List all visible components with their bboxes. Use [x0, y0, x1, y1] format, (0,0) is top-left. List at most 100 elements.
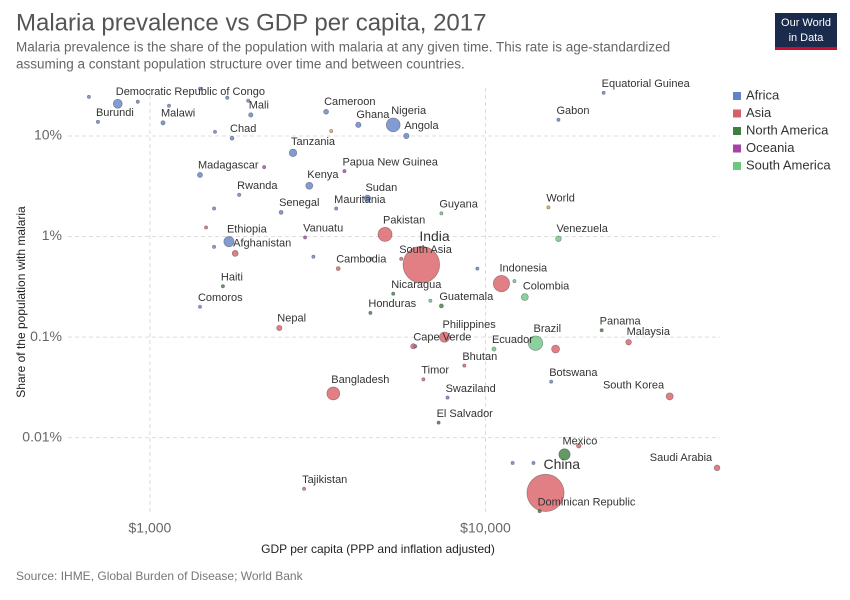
bubble	[558, 448, 571, 461]
bubble	[262, 165, 267, 170]
point-label: Nepal	[277, 312, 306, 324]
bubble	[86, 94, 91, 99]
point-label: Vanuatu	[303, 223, 343, 235]
point-label: Nicaragua	[391, 279, 442, 291]
y-tick-label: 0.01%	[22, 428, 62, 444]
chart-title: Malaria prevalence vs GDP per capita, 20…	[16, 9, 486, 36]
point-label: Angola	[404, 120, 439, 132]
point-label: Mali	[249, 100, 269, 112]
y-axis-label: Share of the population with malaria	[14, 206, 28, 398]
point-label: Ghana	[356, 109, 390, 121]
point-label: Cameroon	[324, 96, 375, 108]
bubble	[601, 90, 606, 95]
bubble	[220, 284, 225, 289]
point-labels: Democratic Republic of Congo Burundi Malaw…	[96, 78, 713, 508]
bubble	[288, 148, 298, 157]
bubble	[135, 99, 140, 104]
bubble	[212, 244, 217, 249]
bubble	[599, 328, 604, 333]
bubble	[326, 386, 341, 401]
point-label: Chad	[230, 123, 256, 135]
bubble	[212, 206, 217, 211]
point-label: Saudi Arabia	[650, 452, 713, 464]
bubble	[527, 335, 544, 351]
bubble	[278, 209, 284, 215]
bubble	[531, 460, 536, 465]
bubble	[625, 338, 632, 346]
point-label: Kenya	[307, 169, 339, 181]
logo: Our World in Data	[775, 13, 837, 50]
point-label: Indonesia	[499, 262, 548, 274]
bubble	[445, 395, 450, 400]
bubble	[225, 95, 230, 100]
point-label: Sudan	[365, 182, 397, 194]
bubble	[439, 331, 450, 343]
bubble	[204, 225, 209, 230]
points	[86, 86, 721, 514]
bubble	[302, 486, 307, 491]
bubble	[551, 344, 560, 354]
point-label: India	[419, 228, 450, 244]
chart-subtitle: assuming a constant population structure…	[16, 57, 465, 72]
bubble	[246, 98, 251, 103]
bubble	[546, 205, 551, 210]
point-label: Bhutan	[462, 351, 497, 363]
point-label: South Asia	[399, 244, 452, 256]
bubble	[492, 275, 510, 293]
bubble	[248, 112, 254, 118]
point-label: Malaysia	[627, 326, 671, 338]
bubble	[512, 279, 517, 284]
point-label: Mexico	[562, 436, 597, 448]
bubble	[385, 117, 401, 133]
bubble	[112, 98, 123, 109]
point-label: Swaziland	[446, 383, 496, 395]
bubble	[223, 236, 235, 248]
bubble	[342, 169, 347, 174]
bubble	[237, 192, 242, 197]
bubble	[198, 304, 202, 309]
bubble	[276, 325, 283, 332]
bubble	[421, 377, 426, 382]
point-label: Brazil	[534, 323, 562, 335]
legend-label: Oceania	[746, 140, 795, 155]
point-label: Philippines	[443, 319, 497, 331]
bubble	[413, 344, 418, 349]
point-label: Malawi	[161, 108, 195, 120]
bubble	[311, 254, 316, 259]
bubble	[305, 181, 314, 190]
point-label: Dominican Republic	[538, 496, 636, 508]
bubble	[369, 256, 374, 261]
bubble	[439, 211, 444, 216]
point-label: Rwanda	[237, 180, 278, 192]
bubble	[537, 509, 542, 514]
bubble	[438, 303, 444, 309]
point-label: Haiti	[221, 272, 243, 284]
y-tick-label: 10%	[34, 127, 62, 143]
legend-label: Africa	[746, 87, 780, 102]
point-label: Gabon	[556, 105, 589, 117]
y-tick-label: 1%	[42, 227, 62, 243]
legend-label: South America	[746, 157, 831, 172]
point-label: Timor	[421, 365, 449, 377]
bubble	[399, 256, 404, 261]
point-label: South Korea	[603, 380, 665, 392]
logo-box	[775, 13, 837, 50]
point-label: Ecuador	[492, 334, 533, 346]
point-label: Mauritania	[334, 194, 386, 206]
bubble	[526, 473, 565, 512]
bubble	[510, 460, 515, 465]
bubble	[368, 310, 373, 315]
point-label: Comoros	[198, 292, 243, 304]
bubble	[462, 363, 467, 368]
bubble	[329, 129, 334, 133]
point-label: Guatemala	[439, 291, 494, 303]
bubble	[160, 120, 166, 126]
bubble	[198, 86, 202, 91]
x-axis-label: GDP per capita (PPP and inflation adjust…	[261, 542, 495, 556]
bubble	[436, 420, 441, 425]
bubble	[334, 206, 339, 211]
bubble	[231, 250, 239, 257]
point-label: Honduras	[368, 298, 416, 310]
bubble	[167, 103, 171, 108]
